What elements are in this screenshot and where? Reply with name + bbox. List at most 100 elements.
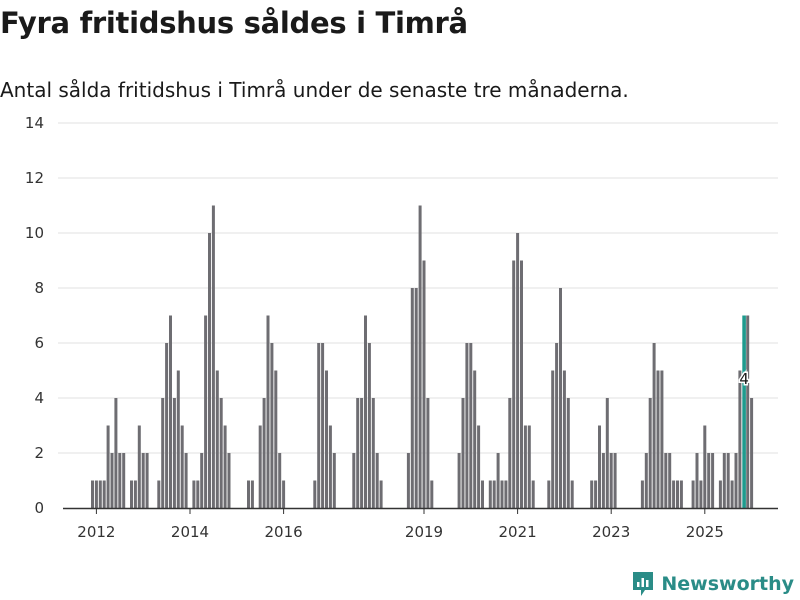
bar (364, 315, 367, 508)
bar (562, 370, 566, 508)
bar (137, 425, 141, 508)
bar (196, 480, 200, 508)
y-tick-label: 12 (25, 169, 44, 187)
bar (672, 480, 676, 508)
newsworthy-logo-icon (633, 572, 654, 596)
bar (703, 425, 707, 508)
x-axis: 2012 2014 2016 2019 2021 2023 2025 (63, 507, 778, 541)
bar (317, 343, 321, 508)
y-tick-label: 0 (34, 499, 44, 517)
x-tick-label: 2014 (171, 523, 209, 541)
bar (656, 370, 660, 508)
bar (94, 480, 98, 508)
bar (496, 453, 500, 508)
newsworthy-brand[interactable]: Newsworthy (631, 570, 794, 598)
bar (200, 453, 204, 508)
bar (192, 480, 196, 508)
bar (738, 370, 742, 508)
bar (512, 260, 516, 508)
bar (457, 453, 461, 508)
bar (594, 480, 598, 508)
y-tick-label: 2 (34, 444, 44, 462)
bar (328, 425, 332, 508)
bar (141, 453, 145, 508)
bar (410, 288, 414, 508)
bar (566, 398, 570, 508)
bar (707, 453, 711, 508)
bar (418, 205, 422, 508)
bar (258, 425, 262, 508)
y-tick-label: 14 (25, 114, 44, 132)
x-tick-label: 2012 (77, 523, 115, 541)
bar (531, 480, 535, 508)
bar (106, 425, 110, 508)
bar (321, 343, 325, 508)
bar (165, 343, 169, 508)
chart-subtitle: Antal sålda fritidshus i Timrå under de … (0, 78, 629, 102)
bar (504, 480, 508, 508)
bar (461, 398, 465, 508)
bar (746, 315, 750, 508)
bar (469, 343, 473, 508)
bar (184, 453, 188, 508)
bar (691, 480, 695, 508)
bar (161, 398, 165, 508)
bar (605, 398, 609, 508)
bar (488, 480, 492, 508)
annotations: 4 (738, 369, 751, 390)
bar (133, 480, 137, 508)
bar (644, 453, 648, 508)
x-tick-label: 2021 (499, 523, 537, 541)
bar (648, 398, 652, 508)
bar (219, 398, 223, 508)
highlight-value-label: 4 (739, 370, 749, 388)
highlight-bar (742, 315, 746, 508)
bar (204, 315, 208, 508)
bar (367, 343, 371, 508)
bar (559, 288, 562, 508)
bar (555, 343, 559, 508)
bar (278, 453, 282, 508)
bar (266, 315, 270, 508)
bar (157, 480, 161, 508)
bar (223, 425, 227, 508)
bar (169, 315, 172, 508)
bar (664, 453, 668, 508)
bar (508, 398, 512, 508)
bar (520, 260, 523, 508)
bar (609, 453, 613, 508)
bar (523, 425, 527, 508)
bar (208, 233, 211, 508)
bar (722, 453, 726, 508)
bar (172, 398, 176, 508)
bar (726, 453, 730, 508)
bar (332, 453, 336, 508)
bar (262, 398, 266, 508)
bar (473, 370, 477, 508)
bar (477, 425, 481, 508)
bar (98, 480, 102, 508)
bar (130, 480, 133, 508)
bar (426, 398, 430, 508)
x-tick-label: 2019 (405, 523, 443, 541)
bar (465, 343, 469, 508)
bar (375, 453, 379, 508)
bar (102, 480, 106, 508)
bar (750, 398, 754, 508)
x-tick-label: 2016 (265, 523, 303, 541)
bar (114, 398, 118, 508)
bar (91, 480, 94, 508)
bar (500, 480, 504, 508)
bar (430, 480, 434, 508)
bar (652, 343, 656, 508)
bar (211, 205, 215, 508)
brand-name: Newsworthy (661, 573, 794, 595)
bar (660, 370, 664, 508)
bar (711, 453, 715, 508)
bar (250, 480, 254, 508)
bar (590, 480, 594, 508)
bar (668, 453, 672, 508)
bar (730, 480, 734, 508)
bar (118, 453, 122, 508)
